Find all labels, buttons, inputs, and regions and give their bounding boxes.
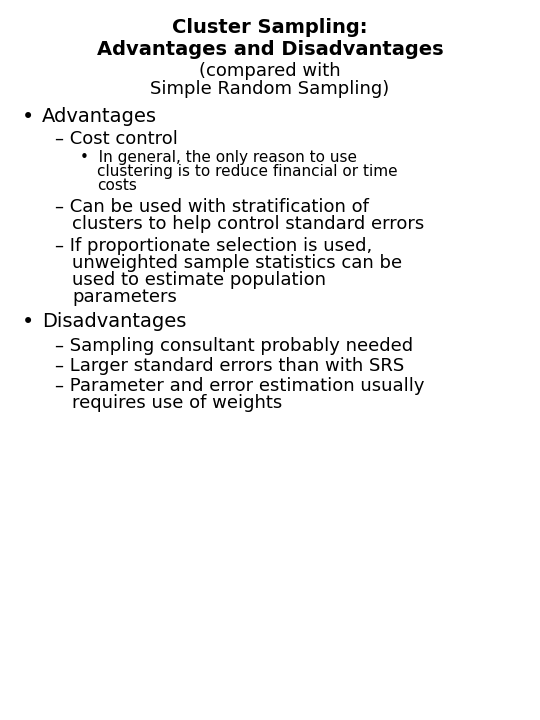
Text: •: • <box>22 107 34 127</box>
Text: costs: costs <box>97 178 137 193</box>
Text: – Sampling consultant probably needed: – Sampling consultant probably needed <box>55 337 413 355</box>
Text: Cluster Sampling:: Cluster Sampling: <box>172 18 368 37</box>
Text: (compared with: (compared with <box>199 62 341 80</box>
Text: Advantages: Advantages <box>42 107 157 126</box>
Text: used to estimate population: used to estimate population <box>72 271 326 289</box>
Text: Disadvantages: Disadvantages <box>42 312 186 331</box>
Text: clustering is to reduce financial or time: clustering is to reduce financial or tim… <box>97 164 397 179</box>
Text: •: • <box>22 312 34 332</box>
Text: – Can be used with stratification of: – Can be used with stratification of <box>55 198 369 216</box>
Text: – Larger standard errors than with SRS: – Larger standard errors than with SRS <box>55 357 404 375</box>
Text: Advantages and Disadvantages: Advantages and Disadvantages <box>97 40 443 59</box>
Text: – Parameter and error estimation usually: – Parameter and error estimation usually <box>55 377 424 395</box>
Text: clusters to help control standard errors: clusters to help control standard errors <box>72 215 424 233</box>
Text: •  In general, the only reason to use: • In general, the only reason to use <box>80 150 357 165</box>
Text: unweighted sample statistics can be: unweighted sample statistics can be <box>72 254 402 272</box>
Text: requires use of weights: requires use of weights <box>72 394 282 412</box>
Text: Simple Random Sampling): Simple Random Sampling) <box>150 80 390 98</box>
Text: parameters: parameters <box>72 288 177 306</box>
Text: – If proportionate selection is used,: – If proportionate selection is used, <box>55 237 372 255</box>
Text: – Cost control: – Cost control <box>55 130 178 148</box>
